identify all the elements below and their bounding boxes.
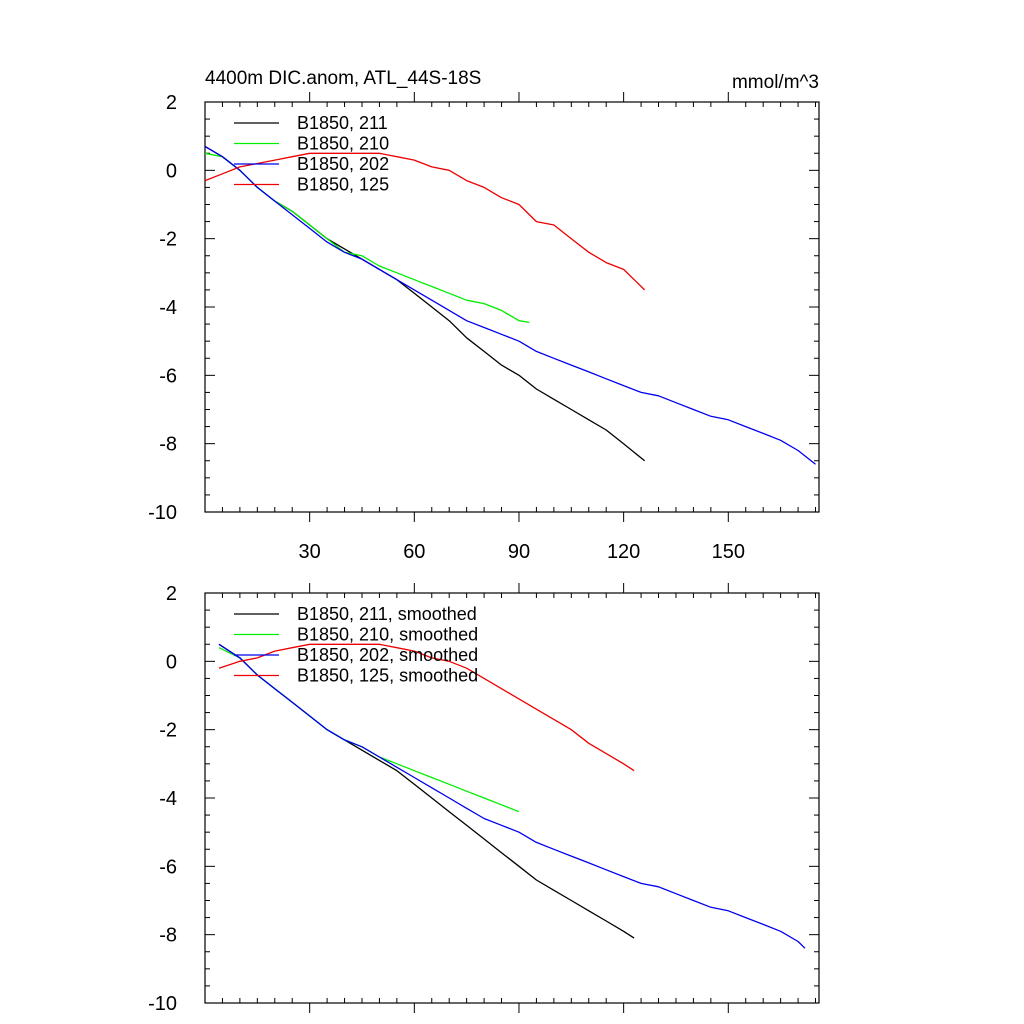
y-tick-label: -8 [159,434,177,456]
series-line [204,145,646,462]
y-tick-label: 2 [166,92,177,114]
units-label: mmol/m^3 [732,72,819,93]
y-tick-label: -10 [148,993,177,1015]
series-lines-top [204,145,816,465]
ticks-bottom [205,583,819,1013]
series-line [218,643,635,772]
legend-label: B1850, 202 [297,154,389,174]
y-tick-label: 0 [166,160,177,182]
y-tick-label: -2 [159,229,177,251]
legend-label: B1850, 202, smoothed [297,645,478,665]
series-line [204,152,646,291]
y-tick-label: -8 [159,925,177,947]
legend-label: B1850, 125, smoothed [297,666,478,686]
y-tick-label: -4 [159,297,177,319]
ticks-top [205,92,819,522]
y-tick-label: -6 [159,856,177,878]
legend-label: B1850, 210 [297,134,389,154]
legend-label: B1850, 125 [297,175,389,195]
legend-label: B1850, 211, smoothed [297,604,477,624]
y-tick-label: 2 [166,583,177,605]
y-tick-label: -10 [148,502,177,524]
y-tick-label: -2 [159,720,177,742]
y-tick-label: -6 [159,365,177,387]
legend-label: B1850, 211 [297,113,388,133]
series-line [204,145,816,465]
legend-label: B1850, 210, smoothed [297,625,478,645]
y-tick-labels-top: 2 0 -2 -4 -6 -8 -10 [148,92,177,524]
top-panel: 4400m DIC.anom, ATL_44S-18S mmol/m^3 30 6… [148,68,820,563]
series-lines-bottom [218,643,806,949]
y-tick-label: 0 [166,651,177,673]
bottom-panel: 20-2-4-6-8-10 B1850, 211, smoothedB1850,… [148,583,820,1015]
x-tick-labels-top: 30 60 90 120 150 [299,541,745,563]
x-tick-label: 150 [712,541,745,563]
x-tick-label: 90 [508,541,530,563]
y-tick-labels-bottom: 2 0 -2 -4 -6 -8 -10 [148,583,177,1015]
series-line [218,643,806,949]
x-tick-label: 120 [607,541,640,563]
chart-title: 4400m DIC.anom, ATL_44S-18S [205,68,481,89]
y-tick-label: -4 [159,788,177,810]
x-tick-label: 30 [299,541,321,563]
series-line [218,643,635,939]
x-tick-label: 60 [403,541,425,563]
